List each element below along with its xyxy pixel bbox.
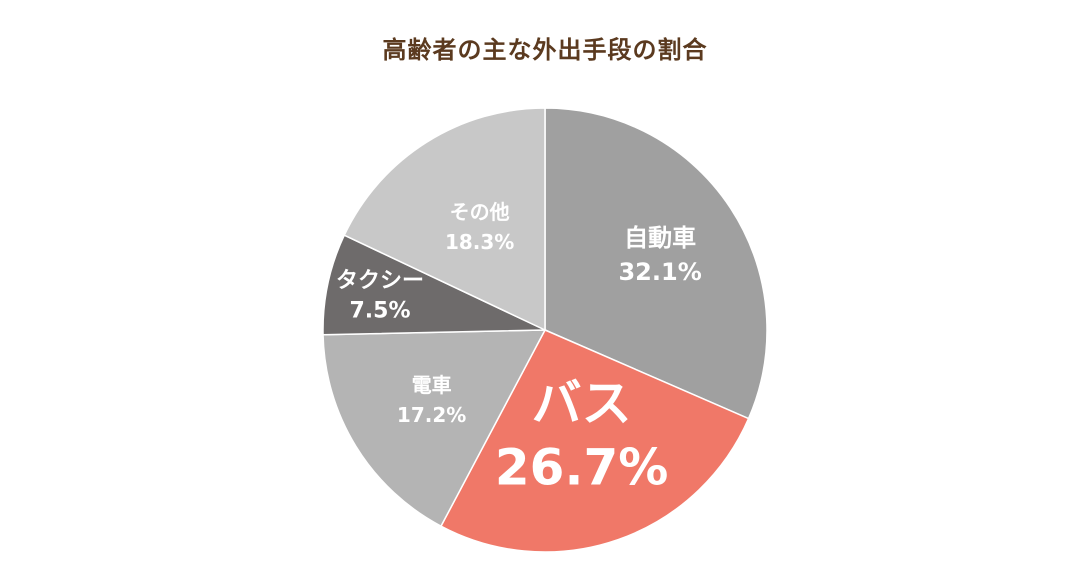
pie-slices	[322, 107, 768, 553]
pie-slice-other	[343, 107, 546, 332]
slice-label-taxi: タクシー	[336, 269, 424, 294]
pie-slice-bus	[439, 329, 750, 553]
slice-value-train: 17.2%	[397, 403, 466, 427]
slice-value-other: 18.3%	[445, 230, 514, 254]
slice-label-train: 電車	[412, 373, 452, 397]
pie-labels: 自動車 32.1% バス 26.7% 電車 17.2% タクシー 7.5% その他 18.3%	[336, 200, 702, 496]
pie-slice-train	[322, 329, 547, 528]
slice-value-taxi: 7.5%	[349, 299, 410, 324]
pie-slice-taxi	[322, 234, 546, 336]
chart-title: 高齢者の主な外出手段の割合	[382, 36, 708, 64]
slice-value-bus: 26.7%	[495, 438, 668, 496]
slice-label-car: 自動車	[624, 224, 696, 252]
slice-label-other: その他	[450, 200, 510, 224]
pie-slice-car	[544, 107, 768, 420]
slice-label-bus: バス	[532, 374, 632, 432]
slice-value-car: 32.1%	[618, 258, 701, 286]
